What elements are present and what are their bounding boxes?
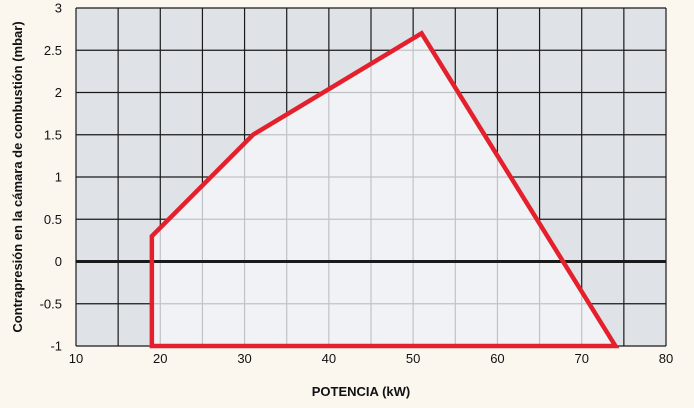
x-tick-label: 40: [322, 351, 336, 366]
y-tick-label: 1.5: [44, 127, 62, 142]
y-tick-labels: -1 -0.5 0 0.5 1 1.5 2 2.5 3: [40, 1, 62, 354]
y-tick-label: 0: [55, 254, 62, 269]
operating-region-fill: [151, 33, 616, 346]
x-tick-labels: 10 20 30 40 50 60 70 80: [69, 351, 673, 366]
y-tick-label: 0.5: [44, 212, 62, 227]
x-tick-label: 10: [69, 351, 83, 366]
y-tick-label: -1: [50, 339, 62, 354]
x-tick-label: 50: [406, 351, 420, 366]
y-tick-label: 2: [55, 85, 62, 100]
y-tick-label: 1: [55, 170, 62, 185]
x-tick-label: 60: [490, 351, 504, 366]
x-tick-label: 20: [153, 351, 167, 366]
y-tick-label: 3: [55, 1, 62, 16]
operating-region-outline: [149, 30, 620, 349]
y-tick-label: 2.5: [44, 43, 62, 58]
x-axis-label: POTENCIA (kW): [312, 384, 410, 399]
x-tick-label: 30: [237, 351, 251, 366]
x-tick-label: 70: [574, 351, 588, 366]
y-axis-label: Contrapresión en la cámara de combustión…: [10, 21, 25, 332]
x-tick-label: 80: [659, 351, 673, 366]
y-tick-label: -0.5: [40, 296, 62, 311]
